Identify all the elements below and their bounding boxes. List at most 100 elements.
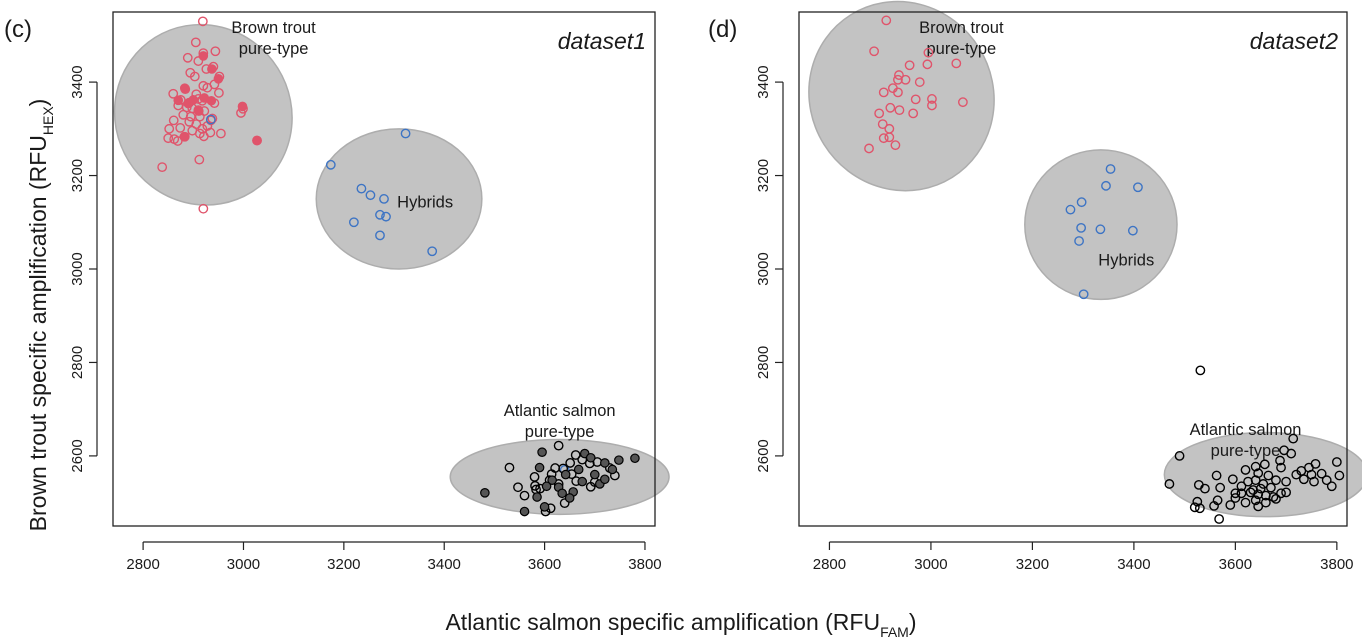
brown-trout-point [927,94,937,104]
atlantic-salmon-point-filled [607,464,618,475]
atlantic-salmon-point [1276,462,1286,473]
brown-trout-point [914,77,925,87]
atlantic-salmon-point [1321,475,1332,486]
atlantic-salmon-point [1230,488,1241,499]
x-tick-label: 3400 [1117,556,1150,573]
hybrids-point [1065,204,1076,215]
atlantic-salmon-point-filled [541,481,552,492]
atlantic-salmon-point [1263,470,1274,481]
atlantic-salmon-point [1288,433,1299,444]
x-tick-label: 3000 [914,556,947,573]
y-tick-label: 2800 [755,346,772,379]
atlantic-salmon-point [1281,476,1292,487]
group-ellipse-3 [1163,431,1362,518]
y-tick-label: 3000 [755,252,772,285]
brown-trout-point [168,115,179,126]
group-ellipse-2 [315,128,483,270]
atlantic-salmon-point [1286,448,1297,459]
atlantic-salmon-point [1298,474,1309,485]
atlantic-salmon-point [1236,481,1247,492]
panel-label: (c) [4,16,32,43]
brown-trout-point [890,140,901,151]
group-label-1-line-2: pure-type [927,40,997,58]
atlantic-salmon-point [1164,479,1175,489]
panel-d: (d) dataset2 Brown trout pure-type Hybrids… [708,0,1362,573]
brown-trout-point-filled [173,95,184,106]
brown-trout-point [894,105,905,116]
brown-trout-point [877,119,888,130]
hybrids-point [365,190,376,201]
atlantic-salmon-point [1304,462,1314,473]
atlantic-salmon-point [1334,470,1345,481]
hybrids-point [1095,224,1106,235]
atlantic-salmon-point-filled [614,455,624,465]
x-tick-label: 3800 [628,556,661,573]
brown-trout-point-filled [198,51,209,61]
atlantic-salmon-point [1195,365,1206,376]
brown-trout-point-filled [213,74,224,84]
brown-trout-point [215,128,226,139]
atlantic-salmon-point [1275,455,1285,466]
group-label-3-line-2: pure-type [525,423,595,441]
brown-trout-point [904,60,915,71]
atlantic-salmon-point [1331,457,1342,467]
hybrids-point [1076,222,1087,233]
plot-frame [798,11,1348,527]
atlantic-salmon-point [1194,503,1205,514]
hybrids-point [348,217,359,228]
hybrids-point [1074,236,1084,246]
y-tick-label: 3200 [69,159,86,192]
x-tick-label: 3600 [528,556,561,573]
group-label-2-line-1: Hybrids [1098,251,1154,269]
atlantic-salmon-point [1326,481,1337,492]
brown-trout-point [922,59,933,70]
atlantic-salmon-point [1240,497,1251,508]
x-tick-label: 3400 [428,556,461,573]
atlantic-salmon-point [1258,479,1269,489]
atlantic-salmon-point [1211,470,1222,481]
atlantic-salmon-point [1309,476,1319,487]
brown-trout-point [189,71,200,82]
brown-trout-point [864,143,874,154]
panel-label: (d) [708,16,737,43]
atlantic-salmon-point [1214,514,1225,524]
y-tick-label: 2600 [69,439,86,472]
atlantic-salmon-point [1265,482,1276,493]
brown-trout-point [884,132,895,143]
x-tick-label: 3600 [1219,556,1252,573]
dataset-label: dataset1 [558,28,646,54]
x-tick-label: 2800 [126,556,159,573]
brown-trout-point [881,15,892,26]
atlantic-salmon-point-filled [573,464,584,475]
group-label-3-line-1: Atlantic salmon [1190,421,1302,439]
hybrids-point [381,211,391,222]
x-tick-label: 3000 [227,556,260,573]
x-axis-label: Atlantic salmon specific amplification (… [445,609,916,640]
atlantic-salmon-point [1230,493,1241,503]
x-tick-label: 3200 [1016,556,1049,573]
atlantic-salmon-point [1209,501,1219,511]
hybrids-point [1105,164,1116,174]
brown-trout-point [168,88,179,99]
brown-trout-point [202,82,213,93]
atlantic-salmon-point-filled [585,452,596,463]
y-tick-label: 2600 [755,439,772,472]
brown-trout-point [184,116,195,127]
atlantic-salmon-point [1253,501,1264,512]
atlantic-salmon-point-filled [532,492,542,502]
brown-trout-point [887,83,898,94]
atlantic-salmon-point [1248,485,1259,495]
hybrids-point [1133,182,1143,193]
hybrids-point [400,128,411,139]
atlantic-salmon-point [1281,487,1292,498]
brown-trout-point [163,133,174,144]
hybrids-point [1101,180,1111,191]
brown-trout-point [164,123,175,134]
y-tick-label: 3400 [69,65,86,98]
brown-trout-point [194,154,205,165]
atlantic-salmon-point [1271,493,1281,504]
group-label-1-line-1: Brown trout [231,19,316,37]
atlantic-salmon-point [529,472,540,482]
brown-trout-point [213,87,224,98]
brown-trout-point [193,56,204,66]
